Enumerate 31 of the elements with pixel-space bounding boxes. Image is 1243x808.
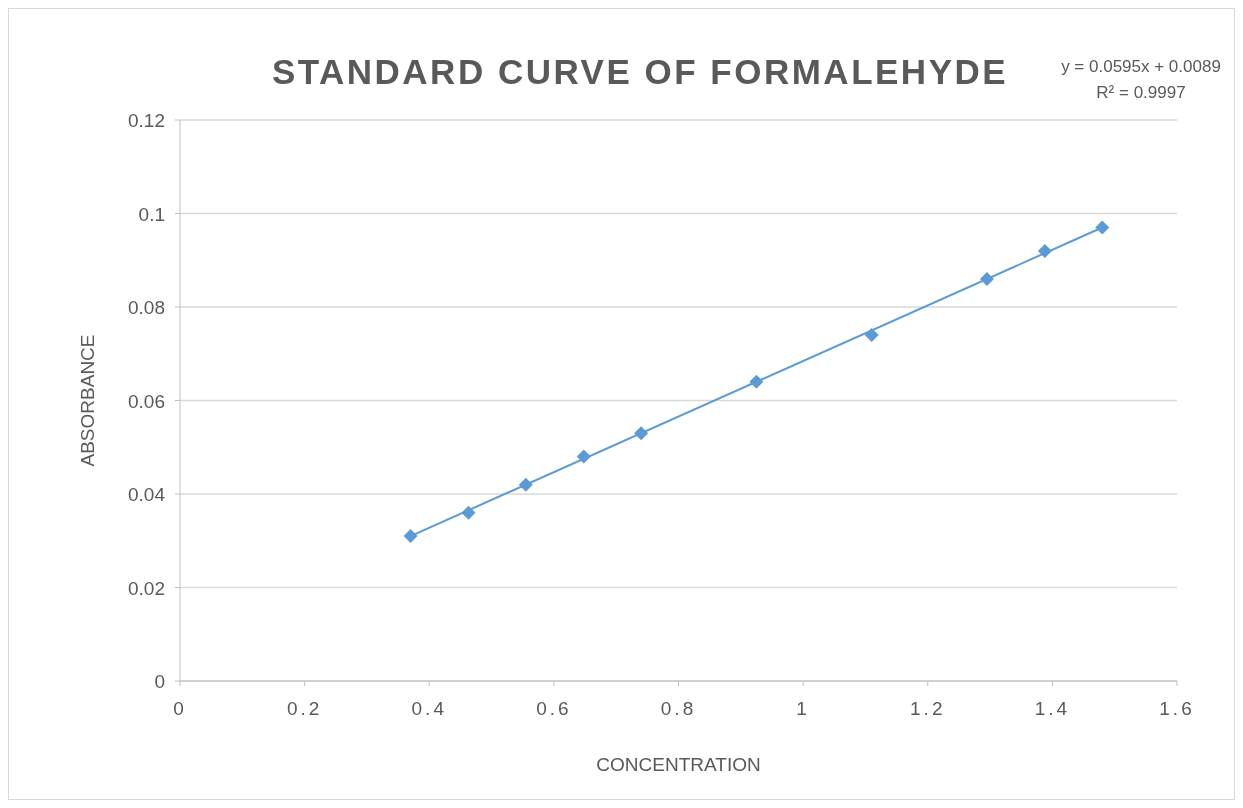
point (979, 271, 994, 286)
point (1095, 220, 1110, 235)
text: R² = 0.9997 (1096, 83, 1186, 102)
point (634, 426, 649, 441)
x-axis-title: CONCENTRATION (596, 754, 761, 775)
y-tick-label: 0.02 (128, 577, 165, 599)
x-tick-label: 0.8 (660, 698, 697, 719)
y-tick-label: 0.06 (128, 390, 165, 412)
x-tick-label: 0.4 (411, 698, 447, 719)
x-tick-label: 0.6 (536, 698, 572, 719)
x-tick-label: 1.2 (910, 698, 946, 719)
point (864, 328, 879, 343)
point (403, 529, 418, 544)
point (461, 505, 476, 520)
y-tick-label: 0.04 (128, 484, 166, 505)
y-tick-label: 0.1 (138, 203, 165, 225)
x-tick-label: 1.6 (1159, 698, 1195, 719)
x-tick-label: 0.2 (286, 698, 323, 719)
point (576, 449, 591, 464)
chart-title: STANDARD CURVE OF FORMALEHYDE (271, 52, 1009, 91)
point (518, 477, 533, 492)
y-tick-label: 0 (154, 671, 165, 692)
y-axis-title: ABSORBANCE (77, 334, 98, 467)
y-tick-label: 0.12 (128, 110, 165, 131)
point (1037, 243, 1052, 258)
point (749, 374, 764, 389)
x-tick-label: 1.4 (1034, 698, 1071, 719)
x-tick-label: 1 (796, 698, 810, 719)
y-tick-label: 0.08 (128, 297, 165, 318)
text: y = 0.0595x + 0.0089 (1061, 57, 1221, 76)
x-tick-label: 0 (173, 698, 187, 719)
